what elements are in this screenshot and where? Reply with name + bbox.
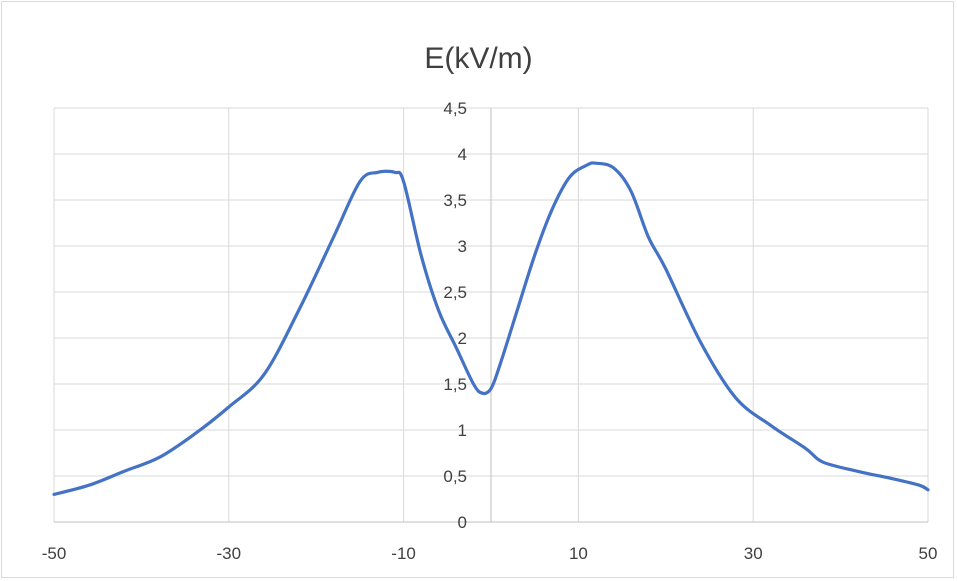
series-line [52, 161, 930, 496]
axes [54, 108, 928, 523]
y-tick-label: 1 [458, 421, 467, 440]
series-layer [52, 161, 930, 496]
x-tick-labels: -50 -30 -10 10 30 50 [42, 544, 938, 563]
chart-title: E(kV/m) [424, 42, 533, 75]
y-tick-label: 4 [458, 145, 467, 164]
y-tick-label: 2 [458, 329, 467, 348]
x-tick-label: -50 [42, 544, 67, 563]
vertical-gridlines [53, 108, 929, 522]
x-tick-label: -30 [217, 544, 242, 563]
y-tick-label: 0 [458, 513, 467, 532]
x-tick-label: 10 [569, 544, 588, 563]
y-tick-label: 3 [458, 237, 467, 256]
x-tick-label: 50 [919, 544, 938, 563]
y-tick-label: 1,5 [443, 375, 467, 394]
y-tick-label: 4,5 [443, 99, 467, 118]
x-tick-label: 30 [744, 544, 763, 563]
y-tick-label: 0,5 [443, 467, 467, 486]
y-tick-label: 3,5 [443, 191, 467, 210]
y-tick-labels: 0 0,5 1 1,5 2 2,5 3 3,5 4 4,5 [443, 99, 467, 532]
y-tick-label: 2,5 [443, 283, 467, 302]
x-tick-label: -10 [391, 544, 416, 563]
